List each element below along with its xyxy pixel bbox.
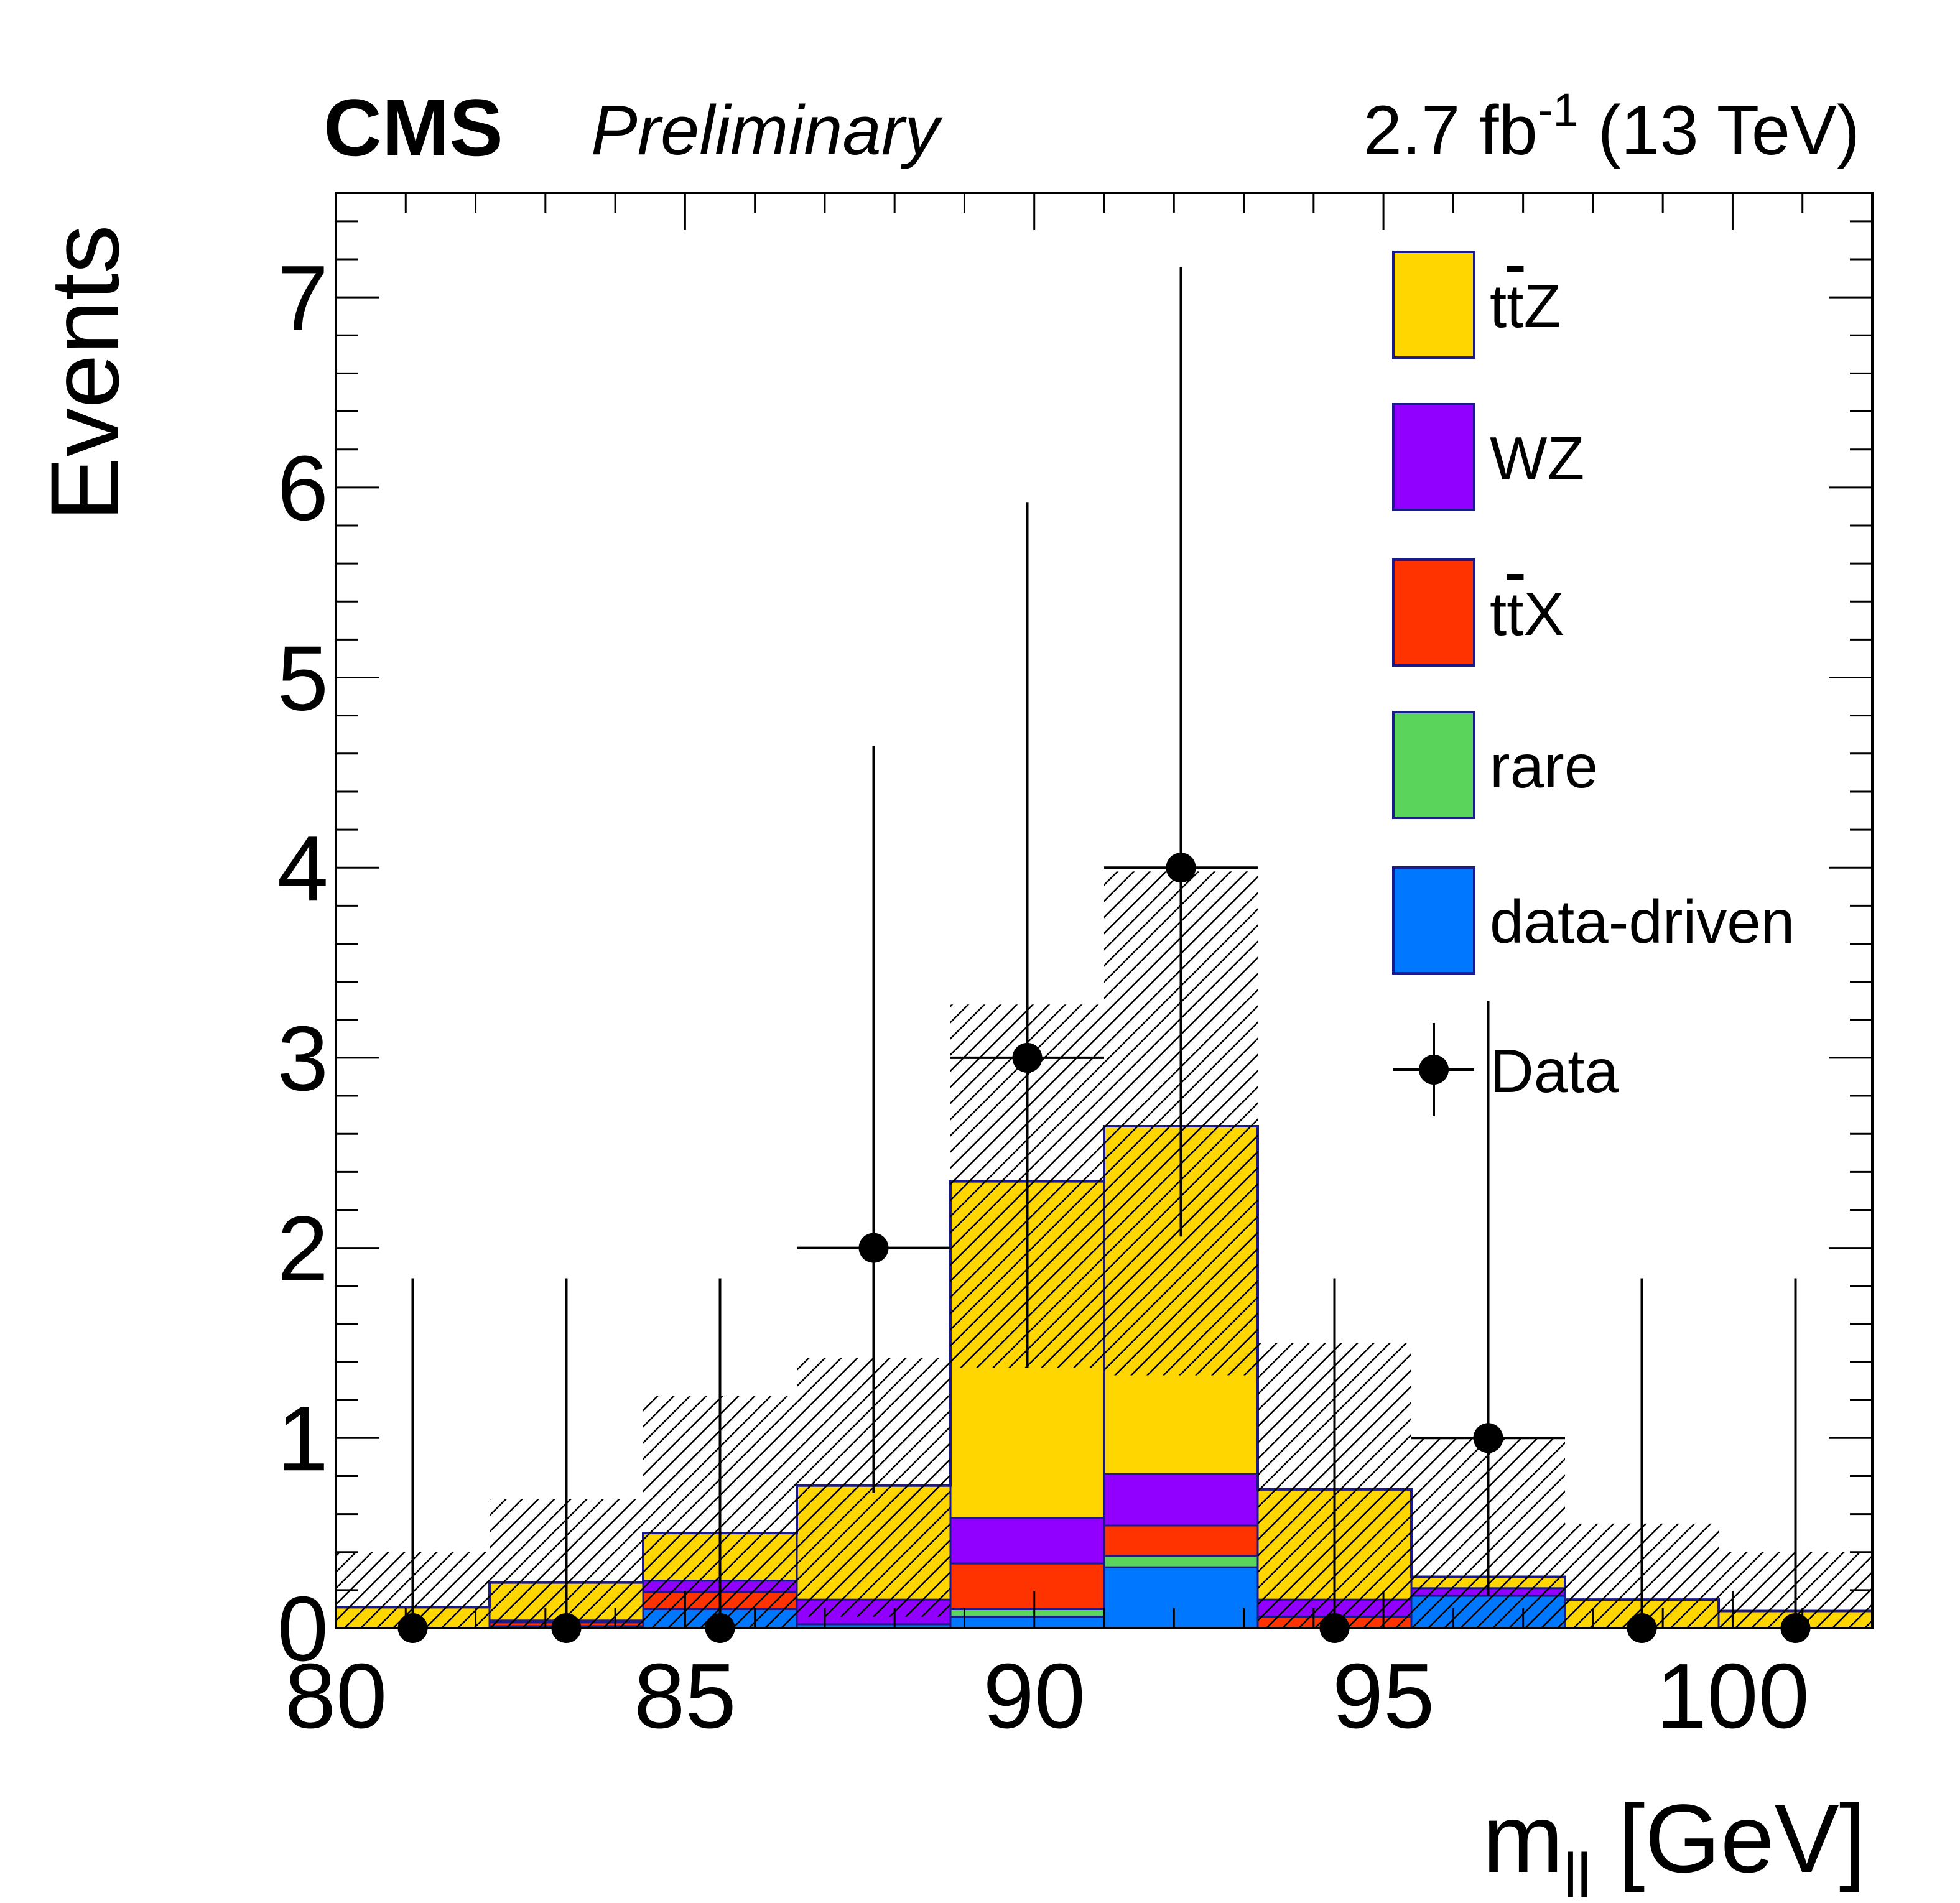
y-tick-label: 1 [277, 1387, 328, 1490]
bar-rare [949, 1608, 1105, 1618]
bar-rare [1103, 1555, 1259, 1568]
bar-WZ [949, 1517, 1105, 1565]
legend-swatch-ttZ [1392, 251, 1475, 359]
data-point [705, 1613, 735, 1643]
legend-label-ttZ: ttZ [1490, 272, 1561, 340]
legend-swatch-data_driven [1392, 866, 1475, 975]
legend-label-data_driven: data-driven [1490, 887, 1795, 956]
data-point [1627, 1613, 1657, 1643]
data-point [858, 1233, 889, 1263]
x-tick-label: 85 [634, 1645, 736, 1748]
y-tick-label: 3 [277, 1007, 328, 1110]
y-tick-label: 2 [277, 1198, 328, 1300]
x-tick-label: 100 [1656, 1645, 1809, 1748]
lumi-label: 2.7 fb-1 (13 TeV) [1363, 84, 1860, 169]
status-label: Preliminary [591, 91, 943, 169]
data-point [397, 1613, 428, 1643]
y-tick-label: 7 [277, 247, 328, 350]
legend-swatch-WZ [1392, 403, 1475, 511]
data-point [1319, 1613, 1350, 1643]
legend-label-rare: rare [1490, 732, 1598, 800]
data-point [1780, 1613, 1811, 1643]
y-axis-title: Events [31, 225, 139, 522]
bar-WZ [1103, 1473, 1259, 1527]
legend-label-data: Data [1490, 1037, 1619, 1105]
x-axis-title: mll [GeV] [1482, 1785, 1866, 1903]
x-tick-label: 95 [1332, 1645, 1435, 1748]
legend-label-WZ: WZ [1490, 424, 1584, 493]
legend-swatch-ttX [1392, 558, 1475, 667]
legend-data-marker [1419, 1055, 1449, 1085]
bar-data_driven [949, 1616, 1105, 1629]
data-points [397, 267, 1811, 1643]
y-tick-label: 6 [277, 437, 328, 540]
legend-label-ttX: ttX [1490, 580, 1564, 648]
y-tick-label: 0 [277, 1578, 328, 1680]
legend-swatch-rare [1392, 711, 1475, 819]
bar-data_driven [1103, 1566, 1259, 1629]
data-point [551, 1613, 582, 1643]
x-tick-label: 90 [983, 1645, 1085, 1748]
legend: ttZ WZ ttX rare data-driven Data [1392, 251, 1795, 1116]
axis-ticks: 80 85 90 95 100 0 1 2 3 4 5 6 7 [277, 193, 1874, 1748]
x-tick-label: 80 [285, 1645, 388, 1748]
data-point [1166, 853, 1196, 883]
bar-ttX [949, 1562, 1105, 1610]
plot-area [335, 192, 1874, 1629]
bar-ttX [1103, 1524, 1259, 1557]
data-point [1012, 1042, 1043, 1073]
y-tick-label: 5 [277, 627, 328, 730]
data-point [1473, 1423, 1503, 1453]
experiment-label: CMS [323, 82, 503, 173]
y-tick-label: 4 [277, 817, 328, 920]
